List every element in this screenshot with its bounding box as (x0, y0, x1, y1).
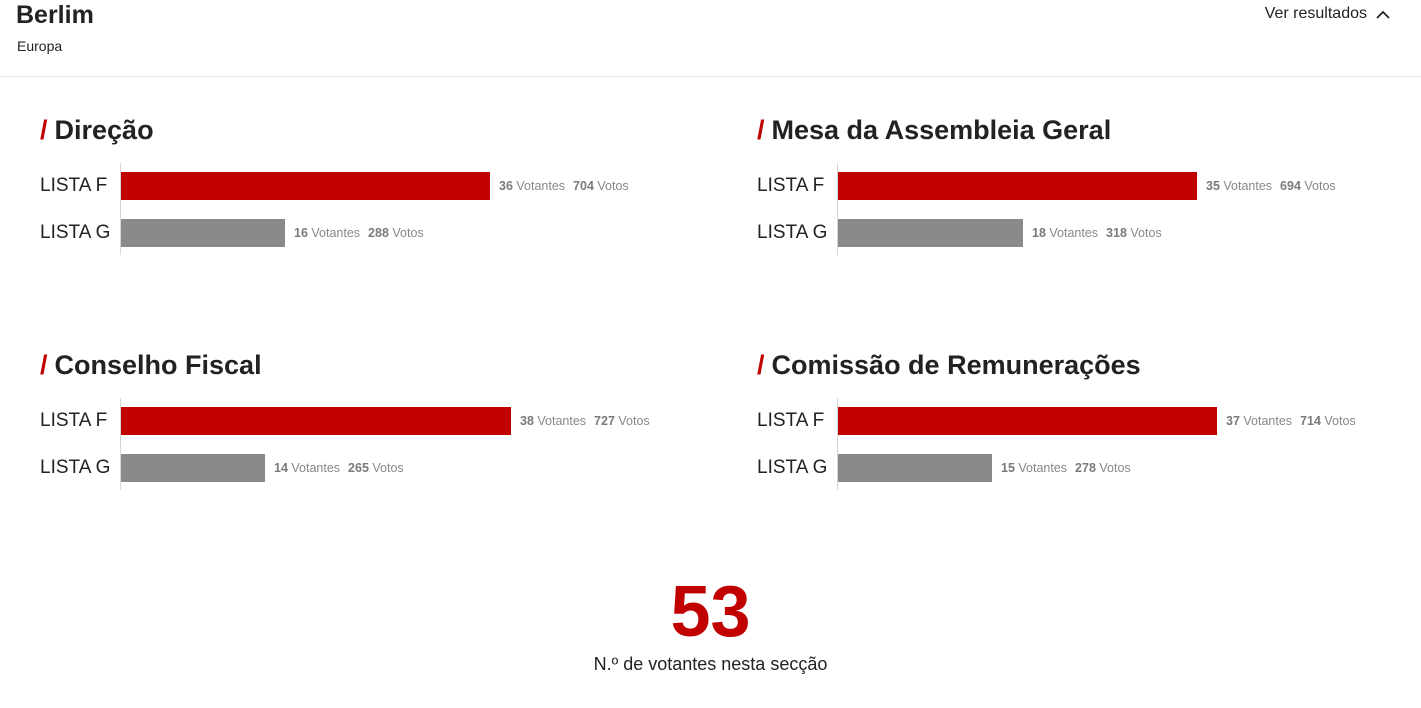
section-mesa-assembleia: / Mesa da Assembleia Geral LISTA F 35 Vot… (757, 115, 1417, 255)
section-title: / Direção (40, 115, 154, 145)
result-stats: 15 Votantes 278 Votos (1001, 461, 1131, 475)
result-bar (121, 454, 265, 482)
toggle-results-button[interactable]: Ver resultados (1265, 5, 1391, 23)
list-label: LISTA G (40, 457, 111, 478)
result-bar (121, 172, 490, 200)
result-stats: 37 Votantes 714 Votos (1226, 414, 1356, 428)
result-stats: 36 Votantes 704 Votos (499, 179, 629, 193)
result-bar (121, 407, 511, 435)
result-bar (838, 219, 1023, 247)
result-row: LISTA F 38 Votantes 727 Votos (40, 407, 700, 435)
chart-axis (120, 398, 121, 490)
section-title: / Mesa da Assembleia Geral (757, 115, 1112, 145)
section-comissao-remuneracoes: / Comissão de Remunerações LISTA F 37 Vot… (757, 350, 1417, 490)
section-title: / Comissão de Remunerações (757, 350, 1141, 380)
total-voters: 53 N.º de votantes nesta secção (0, 572, 1421, 675)
place-region: Europa (17, 38, 63, 54)
results-header: Berlim Europa Ver resultados (0, 0, 1421, 77)
result-row: LISTA F 35 Votantes 694 Votos (757, 172, 1417, 200)
list-label: LISTA G (757, 222, 828, 243)
result-stats: 18 Votantes 318 Votos (1032, 226, 1162, 240)
section-direcao: / Direção LISTA F 36 Votantes 704 Votos LI… (40, 115, 700, 255)
result-row: LISTA G 14 Votantes 265 Votos (40, 454, 700, 482)
section-title: / Conselho Fiscal (40, 350, 262, 380)
result-bar (121, 219, 285, 247)
list-label: LISTA F (757, 410, 825, 431)
result-stats: 35 Votantes 694 Votos (1206, 179, 1336, 193)
result-row: LISTA G 18 Votantes 318 Votos (757, 219, 1417, 247)
chart-axis (837, 163, 838, 255)
result-row: LISTA G 16 Votantes 288 Votos (40, 219, 700, 247)
chart-axis (837, 398, 838, 490)
chart-axis (120, 163, 121, 255)
section-conselho-fiscal: / Conselho Fiscal LISTA F 38 Votantes 727 … (40, 350, 700, 490)
result-stats: 14 Votantes 265 Votos (274, 461, 404, 475)
chevron-up-icon (1375, 8, 1391, 20)
result-stats: 38 Votantes 727 Votos (520, 414, 650, 428)
result-row: LISTA F 36 Votantes 704 Votos (40, 172, 700, 200)
total-voters-number: 53 (670, 572, 751, 652)
place-name: Berlim (16, 1, 94, 29)
total-voters-label: N.º de votantes nesta secção (593, 654, 828, 674)
list-label: LISTA F (757, 175, 825, 196)
result-row: LISTA F 37 Votantes 714 Votos (757, 407, 1417, 435)
result-bar (838, 454, 992, 482)
result-bar (838, 172, 1197, 200)
list-label: LISTA F (40, 175, 108, 196)
list-label: LISTA G (757, 457, 828, 478)
result-stats: 16 Votantes 288 Votos (294, 226, 424, 240)
result-row: LISTA G 15 Votantes 278 Votos (757, 454, 1417, 482)
list-label: LISTA F (40, 410, 108, 431)
result-bar (838, 407, 1217, 435)
list-label: LISTA G (40, 222, 111, 243)
toggle-results-label: Ver resultados (1264, 5, 1367, 22)
